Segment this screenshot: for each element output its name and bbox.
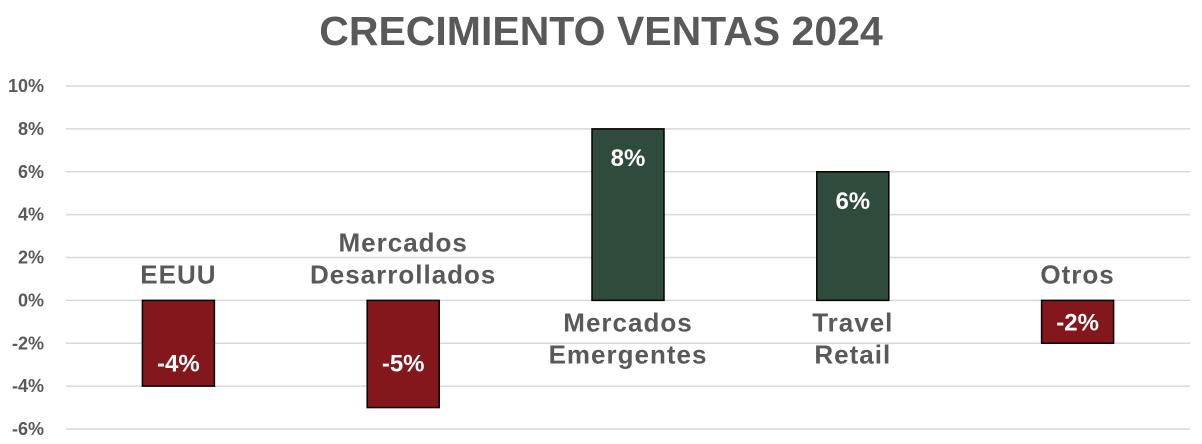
category-label: Otros (1040, 259, 1114, 289)
chart-title: CRECIMIENTO VENTAS 2024 (319, 8, 883, 54)
category-label: Mercados Desarrollados (310, 227, 496, 289)
bar (366, 299, 440, 409)
bar (1040, 299, 1115, 344)
data-label: -4% (157, 350, 200, 377)
y-tick-label: -6% (12, 419, 44, 439)
category-label-line: Mercados (563, 307, 692, 337)
category-label-line: Desarrollados (310, 259, 496, 289)
bar (816, 171, 890, 302)
y-tick-label: 4% (18, 205, 44, 225)
y-tick-label: -4% (12, 376, 44, 396)
category-label-line: Otros (1040, 259, 1114, 289)
y-tick-label: -2% (12, 333, 44, 353)
y-tick-label: 8% (18, 119, 44, 139)
y-tick-label: 0% (18, 290, 44, 310)
category-label-line: Emergentes (549, 339, 708, 369)
bar (591, 128, 665, 302)
category-label-line: EEUU (140, 259, 216, 289)
category-label: Travel Retail (812, 307, 893, 369)
data-label: 6% (835, 188, 870, 215)
data-label: -5% (382, 350, 425, 377)
category-label-line: Travel (812, 307, 893, 337)
bar (141, 299, 216, 387)
category-label: Mercados Emergentes (549, 307, 708, 369)
data-label: 8% (611, 145, 646, 172)
category-label-line: Mercados (339, 227, 468, 257)
y-tick-label: 6% (18, 162, 44, 182)
y-tick-label: 10% (8, 76, 44, 96)
data-label: -2% (1056, 309, 1099, 336)
category-label: EEUU (140, 259, 216, 289)
category-label-line: Retail (814, 339, 891, 369)
y-tick-label: 2% (18, 248, 44, 268)
